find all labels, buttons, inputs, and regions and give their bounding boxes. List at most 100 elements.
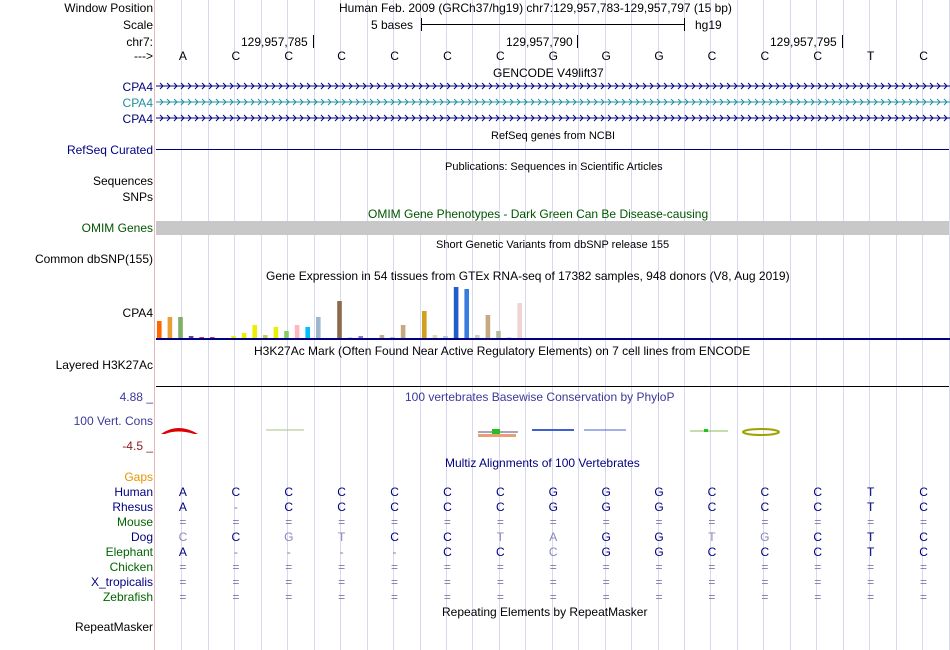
strand-chevron: [754, 98, 759, 106]
multiz-species-label[interactable]: Mouse: [116, 515, 153, 529]
gtex-bar-chart[interactable]: [156, 284, 950, 340]
multiz-base: -: [392, 545, 397, 559]
strand-chevron: [656, 82, 661, 90]
strand-chevron: [670, 114, 675, 122]
gtex-label[interactable]: CPA4: [122, 306, 153, 320]
scale-label: Scale: [122, 18, 153, 32]
multiz-base: =: [549, 575, 557, 589]
strand-chevron: [411, 98, 416, 106]
phylop-label[interactable]: 100 Vert. Cons: [73, 414, 153, 428]
strand-chevron: [320, 114, 325, 122]
base-letter: C: [707, 49, 717, 63]
strand-chevron: [845, 98, 850, 106]
strand-chevron: [418, 98, 423, 106]
strand-chevron: [775, 82, 780, 90]
multiz-base: C: [707, 545, 717, 559]
multiz-base: =: [179, 515, 187, 529]
multiz-base: =: [655, 575, 663, 589]
strand-chevron: [782, 82, 787, 90]
strand-chevron: [215, 114, 220, 122]
multiz-species-label[interactable]: Human: [114, 485, 153, 499]
strand-chevron: [180, 82, 185, 90]
strand-chevron: [390, 82, 395, 90]
strand-chevron: [313, 82, 318, 90]
multiz-base: =: [920, 575, 928, 589]
h3k27ac-label[interactable]: Layered H3K27Ac: [55, 358, 153, 372]
strand-chevron: [936, 82, 941, 90]
strand-chevron: [362, 98, 367, 106]
strand-chevron: [278, 82, 283, 90]
strand-chevron: [908, 98, 913, 106]
gtex-tissue-bar: [294, 325, 300, 339]
multiz-species-label[interactable]: Zebrafish: [102, 590, 153, 604]
strand-chevron: [565, 98, 570, 106]
strand-chevron: [761, 98, 766, 106]
refseq-line[interactable]: [156, 149, 949, 150]
strand-chevron: [397, 114, 402, 122]
multiz-species-label[interactable]: Chicken: [109, 560, 153, 574]
gtex-tissue-bar: [188, 336, 194, 339]
strand-chevron: [747, 98, 752, 106]
gencode-label-1[interactable]: CPA4: [122, 80, 153, 94]
repeatmasker-label[interactable]: RepeatMasker: [74, 620, 153, 634]
strand-chevron: [285, 114, 290, 122]
multiz-base: G: [654, 545, 664, 559]
gridline: [578, 0, 580, 650]
dbsnp-label[interactable]: Common dbSNP(155): [34, 252, 153, 266]
strand-chevron: [719, 82, 724, 90]
gencode-transcripts[interactable]: [156, 80, 950, 126]
omim-bar[interactable]: [156, 221, 949, 235]
strand-chevron: [908, 114, 913, 122]
omim-label[interactable]: OMIM Genes: [81, 221, 153, 235]
multiz-base: =: [761, 575, 769, 589]
strand-chevron: [327, 114, 332, 122]
strand-chevron: [859, 98, 864, 106]
phylop-signal[interactable]: [156, 420, 950, 444]
strand-chevron: [516, 82, 521, 90]
strand-chevron: [537, 82, 542, 90]
strand-chevron: [873, 114, 878, 122]
strand-chevron: [943, 114, 948, 122]
multiz-base: -: [339, 545, 344, 559]
strand-chevron: [551, 82, 556, 90]
strand-chevron: [782, 98, 787, 106]
multiz-base: =: [708, 590, 716, 604]
publications-sequences-label[interactable]: Sequences: [92, 174, 153, 188]
multiz-base: =: [867, 560, 875, 574]
multiz-species-label[interactable]: X_tropicalis: [90, 575, 153, 589]
strand-chevron: [915, 114, 920, 122]
strand-chevron: [698, 82, 703, 90]
multiz-base: G: [654, 530, 664, 544]
strand-chevron: [201, 82, 206, 90]
multiz-base: T: [496, 530, 505, 544]
strand-chevron: [383, 82, 388, 90]
strand-chevron: [376, 98, 381, 106]
strand-chevron: [229, 114, 234, 122]
multiz-base: T: [866, 485, 875, 499]
dbsnp-track-title: Short Genetic Variants from dbSNP releas…: [436, 239, 670, 251]
gaps-label[interactable]: Gaps: [124, 470, 153, 484]
strand-chevron: [551, 114, 556, 122]
multiz-species-label[interactable]: Rhesus: [112, 500, 153, 514]
strand-chevron: [656, 114, 661, 122]
multiz-base: G: [760, 530, 770, 544]
strand-chevron: [768, 82, 773, 90]
multiz-base: C: [443, 545, 452, 559]
gencode-label-2[interactable]: CPA4: [122, 96, 153, 110]
strand-chevron: [390, 98, 395, 106]
multiz-base: G: [548, 500, 558, 514]
strand-chevron: [418, 114, 423, 122]
strand-chevron: [502, 82, 507, 90]
refseq-label[interactable]: RefSeq Curated: [66, 143, 153, 157]
multiz-species-label[interactable]: Dog: [130, 530, 153, 544]
multiz-track-title: Multiz Alignments of 100 Vertebrates: [445, 456, 640, 470]
multiz-base: =: [232, 560, 240, 574]
gencode-label-3[interactable]: CPA4: [122, 112, 153, 126]
publications-snps-label[interactable]: SNPs: [122, 190, 153, 204]
strand-chevron: [208, 82, 213, 90]
strand-chevron: [425, 82, 430, 90]
multiz-species-label[interactable]: Elephant: [105, 545, 153, 559]
strand-chevron: [789, 82, 794, 90]
strand-chevron: [495, 82, 500, 90]
multiz-base: C: [284, 500, 294, 514]
